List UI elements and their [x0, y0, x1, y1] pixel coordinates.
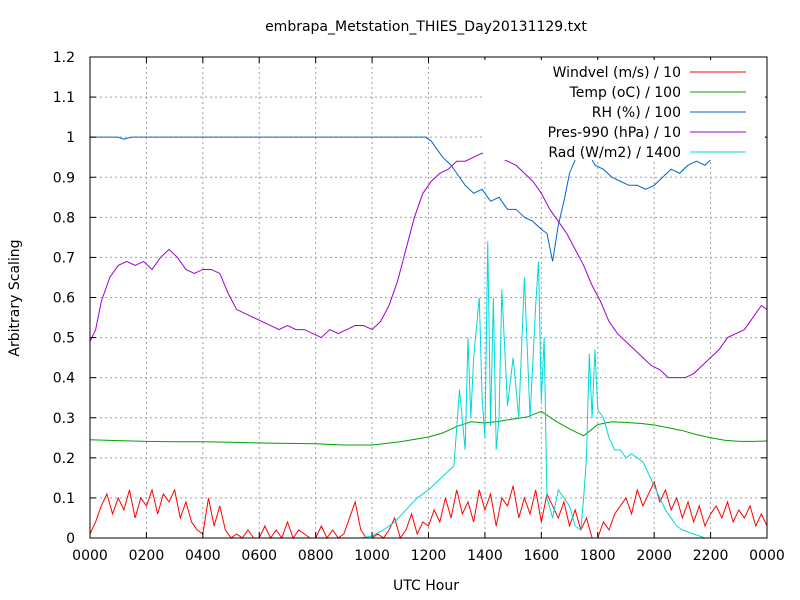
y-tick-label: 0.5: [53, 331, 75, 347]
x-tick-label: 2200: [693, 548, 729, 564]
legend: Windvel (m/s) / 10 Temp (oC) / 100 RH (%) …: [483, 60, 765, 161]
y-tick-label: 0.1: [53, 491, 75, 507]
x-tick-label: 1600: [524, 548, 560, 564]
y-tick-label: 0.3: [53, 411, 75, 427]
y-tick-label: 1.2: [53, 50, 75, 66]
chart-title: embrapa_Metstation_THIES_Day20131129.txt: [265, 19, 587, 35]
legend-label-2: RH (%) / 100: [592, 105, 681, 121]
x-tick-label: 1800: [580, 548, 616, 564]
legend-label-0: Windvel (m/s) / 10: [553, 65, 681, 81]
x-tick-label: 0400: [185, 548, 221, 564]
x-tick-label: 0000: [749, 548, 785, 564]
y-tick-label: 0.9: [53, 170, 75, 186]
x-tick-label: 1200: [411, 548, 447, 564]
series-line-2: [90, 136, 767, 262]
x-tick-label: 1400: [467, 548, 503, 564]
series-line-3: [89, 152, 768, 379]
y-tick-label: 1: [66, 130, 75, 146]
x-axis-label: UTC Hour: [393, 578, 459, 594]
x-tick-label: 0000: [72, 548, 108, 564]
x-tick-label: 0600: [241, 548, 277, 564]
y-tick-label: 0.7: [53, 250, 75, 266]
y-tick-label: 0: [66, 531, 75, 547]
y-tick-label: 0.4: [53, 371, 75, 387]
legend-label-3: Pres-990 (hPa) / 10: [548, 125, 681, 141]
legend-label-1: Temp (oC) / 100: [569, 85, 681, 101]
axes: 0 0.1 0.2 0.3 0.4 0.5 0.6 0.7 0.8 0.9 1 1.1 1.2 0000 0…: [53, 50, 785, 564]
x-tick-label: 0200: [129, 548, 165, 564]
y-axis-label: Arbitrary Scaling: [7, 239, 23, 356]
series-line-4: [90, 241, 767, 539]
x-tick-label: 1000: [354, 548, 390, 564]
legend-background: [483, 60, 765, 160]
x-tick-label: 2000: [636, 548, 672, 564]
series-line-1: [89, 410, 768, 446]
y-tick-label: 0.8: [53, 210, 75, 226]
y-tick-label: 0.2: [53, 451, 75, 467]
y-tick-label: 1.1: [53, 90, 75, 106]
legend-label-4: Rad (W/m2) / 1400: [548, 145, 681, 161]
y-tick-label: 0.6: [53, 291, 75, 307]
x-tick-label: 0800: [298, 548, 334, 564]
